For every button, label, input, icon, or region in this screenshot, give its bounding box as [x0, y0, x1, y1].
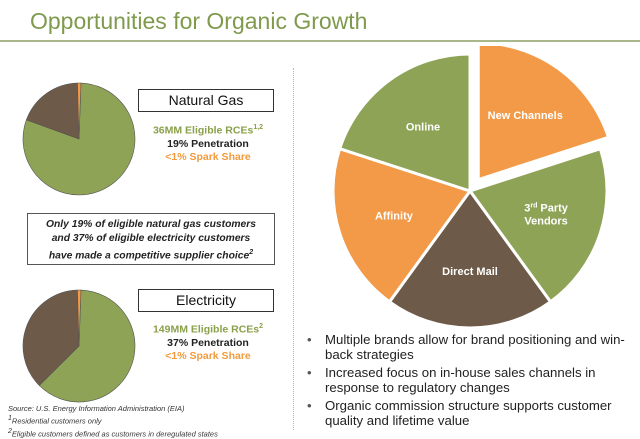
footnote-1-marker: 1 — [8, 415, 12, 422]
electricity-pie-slice-0 — [38, 289, 136, 403]
callout-line-3: have made a competitive supplier choice — [48, 250, 250, 262]
natural-gas-pie — [22, 82, 136, 196]
footnote-2-marker: 2 — [8, 427, 12, 435]
callout-line-1: Only 19% of eligible natural gas custome… — [45, 219, 256, 230]
callout-line-2: and 37% of eligible electricity customer… — [51, 233, 251, 244]
natural-gas-eligible: 36MM Eligible RCEs — [152, 124, 254, 137]
source-notes: Source: U.S. Energy Information Administ… — [8, 404, 218, 439]
electricity-pie — [22, 289, 136, 403]
sales-channels-label-4: Online — [406, 121, 440, 133]
sales-channels-pie-slice-3 — [331, 146, 473, 304]
sales-channels-pie-slice-1 — [467, 146, 609, 304]
title-divider — [0, 40, 640, 42]
natural-gas-pie-slice-2 — [77, 82, 82, 140]
natural-gas-pie-slice-1 — [25, 82, 80, 140]
bullet-item: Increased focus on in-house sales channe… — [305, 365, 635, 395]
sales-channels-pie: New Channels 3rd Party Vendors Direct Mail A… — [331, 46, 611, 330]
sales-channels-label-0: New Channels — [488, 110, 563, 122]
page-title: Opportunities for Organic Growth — [30, 8, 368, 34]
sales-channels-pie-slice-4 — [337, 52, 472, 194]
electricity-eligible: 149MM Eligible RCEs — [152, 323, 260, 336]
electricity-spark-share: <1% Spark Share — [165, 349, 251, 362]
bullet-item: Organic commission structure supports cu… — [305, 398, 635, 428]
sales-channels-label-3: Affinity — [375, 211, 414, 223]
sales-channels-label-2: Direct Mail — [442, 266, 498, 278]
electricity-penetration: 37% Penetration — [167, 336, 249, 349]
callout-footnote: 2 — [249, 249, 254, 256]
electricity-pie-slice-2 — [77, 289, 82, 347]
sales-channels-pie-slice-0 — [476, 46, 611, 182]
electricity-eligible-footnote: 2 — [259, 323, 264, 330]
natural-gas-label: Natural Gas — [138, 89, 274, 112]
natural-gas-spark-share: <1% Spark Share — [165, 150, 251, 163]
footnote-2: Eligible customers defined as customers … — [11, 429, 218, 438]
electricity-label: Electricity — [138, 289, 274, 312]
source-line: Source: U.S. Energy Information Administ… — [8, 404, 185, 413]
bullet-item: Multiple brands allow for brand position… — [305, 332, 635, 362]
electricity-pie-slice-1 — [22, 289, 80, 386]
natural-gas-eligible-footnote: 1,2 — [253, 124, 264, 131]
penetration-callout: Only 19% of eligible natural gas custome… — [27, 213, 275, 265]
footnote-1: Residential customers only — [11, 416, 102, 426]
column-divider — [293, 68, 294, 430]
sales-channels-label-1: 3rd Party Vendors — [524, 203, 569, 228]
bullet-list: Multiple brands allow for brand position… — [305, 332, 635, 431]
natural-gas-penetration: 19% Penetration — [167, 137, 249, 150]
sales-channels-pie-slice-2 — [387, 188, 553, 330]
